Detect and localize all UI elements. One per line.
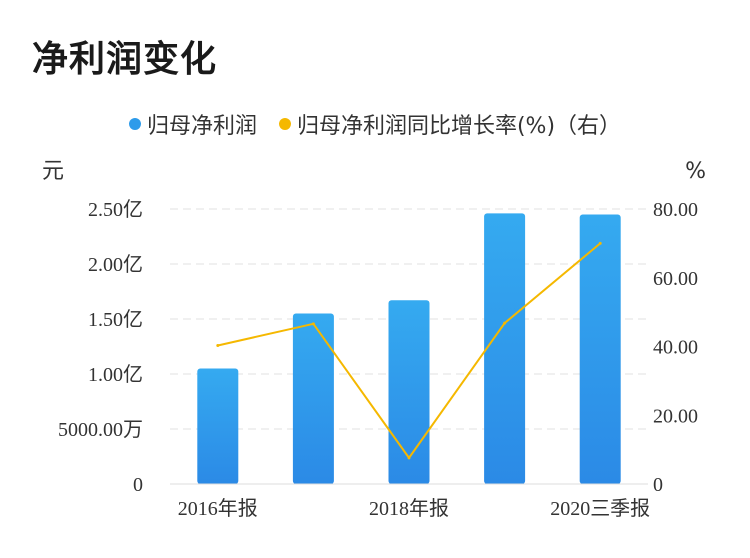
y-left-tick-label: 0 [133,474,143,496]
y-left-tick-label: 1.50亿 [88,308,143,331]
y-right-tick-label: 80.00 [653,199,698,221]
y-left-tick-label: 2.50亿 [88,198,143,221]
bar-net-profit [292,313,334,484]
legend-marker-growth-rate [278,118,291,130]
legend-item-net-profit[interactable]: 归母净利润 [128,108,257,140]
bar-net-profit [484,213,526,484]
point-growth-rate [407,456,411,460]
legend-label-net-profit: 归母净利润 [146,114,257,139]
y-right-unit-label: % [685,159,706,184]
point-growth-rate [598,241,602,245]
x-tick-label: 2020三季报 [550,497,650,520]
point-growth-rate [311,322,315,326]
chart-legend: 归母净利润 归母净利润同比增长率(%)（右） [0,108,750,140]
point-growth-rate [216,343,220,347]
y-right-tick-label: 0 [653,474,663,496]
legend-marker-net-profit [128,118,141,130]
y-left-unit-label: 元 [42,159,64,184]
point-growth-rate [503,321,507,325]
bar-net-profit [197,368,239,484]
y-right-tick-label: 40.00 [653,337,698,359]
y-left-tick-label: 2.00亿 [88,253,143,276]
y-left-tick-label: 1.00亿 [88,363,143,386]
chart-title: 净利润变化 [32,39,218,80]
legend-item-growth-rate[interactable]: 归母净利润同比增长率(%)（右） [278,108,622,140]
legend-label-growth-rate: 归母净利润同比增长率(%)（右） [296,114,622,139]
y-right-tick-label: 60.00 [653,268,698,290]
x-tick-label: 2018年报 [369,497,449,520]
x-tick-label: 2016年报 [178,497,258,520]
bar-net-profit [388,300,430,484]
y-right-tick-label: 20.00 [653,405,698,427]
bar-net-profit [579,214,621,484]
y-left-tick-label: 5000.00万 [58,419,143,441]
